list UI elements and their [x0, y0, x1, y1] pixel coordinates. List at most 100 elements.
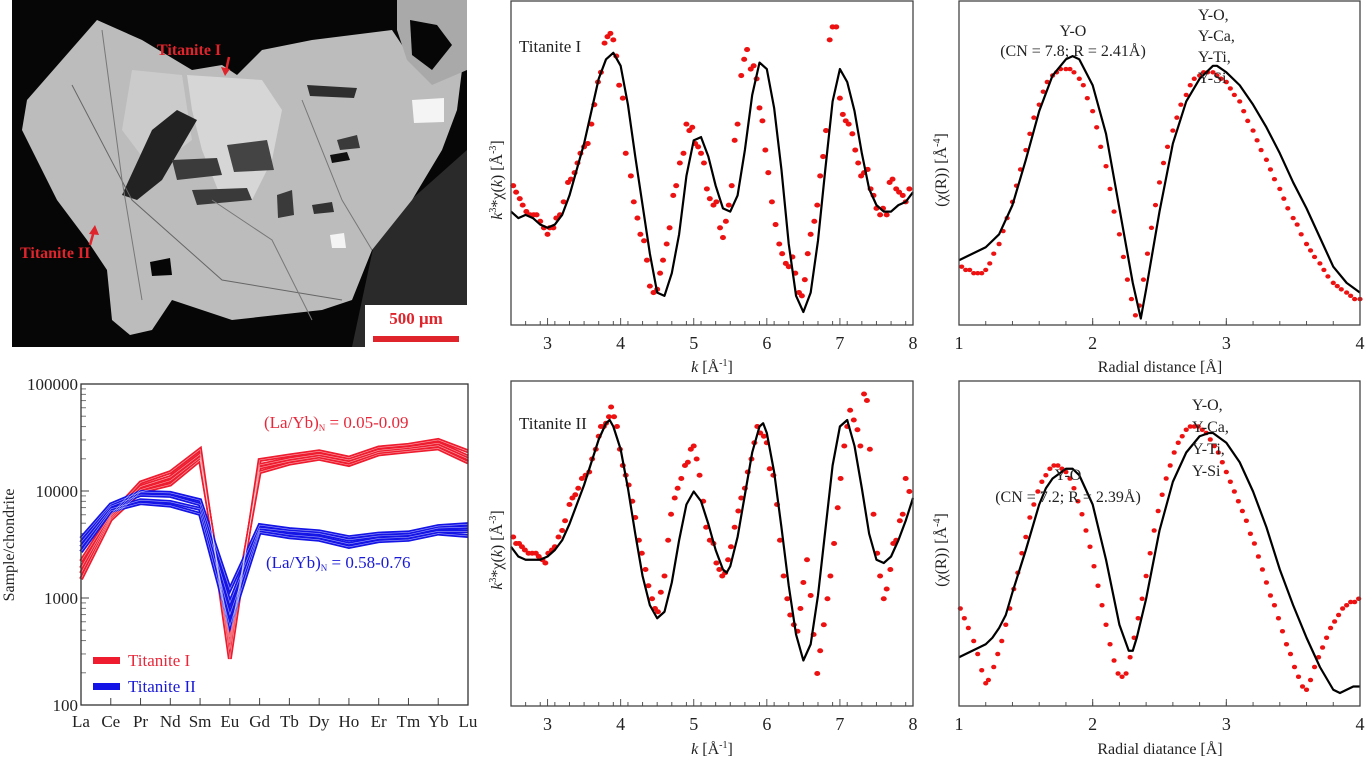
data-point: [975, 270, 981, 276]
ree-series-line: [79, 441, 469, 650]
data-point: [1183, 92, 1189, 98]
data-point: [766, 466, 773, 472]
ree-y-tick-label: 100: [53, 696, 79, 715]
data-point: [1143, 573, 1149, 579]
data-point: [1160, 160, 1167, 166]
data-point: [1199, 427, 1205, 432]
data-point: [870, 511, 877, 517]
data-point: [1295, 674, 1302, 679]
ree-series-line: [79, 437, 469, 660]
data-point: [1148, 225, 1155, 231]
data-point: [1067, 476, 1073, 481]
scale-bar-label: 500 μm: [389, 309, 443, 328]
data-point: [814, 202, 821, 208]
data-point: [1336, 612, 1342, 618]
data-point: [1237, 99, 1243, 104]
data-point: [1291, 664, 1298, 670]
data-point: [676, 160, 683, 166]
data-point: [1344, 603, 1350, 608]
r1-y-axis-label: (χ(R)) [Å-4]: [932, 133, 950, 207]
data-point: [967, 267, 973, 273]
data-point: [680, 150, 687, 156]
data-point: [804, 251, 811, 257]
photo-label-titanite-2: Titanite II: [20, 245, 91, 262]
data-point: [1091, 564, 1097, 569]
data-point: [857, 443, 864, 449]
data-point: [1083, 528, 1089, 533]
data-point: [1303, 241, 1310, 247]
data-point: [610, 37, 617, 43]
ree-series-highlight: [80, 502, 469, 627]
scale-bar: 500 μm: [365, 305, 467, 347]
data-point: [566, 501, 573, 508]
fit-line: [958, 431, 1360, 695]
data-point: [820, 622, 827, 628]
data-point: [836, 95, 843, 101]
data-point: [1031, 115, 1037, 120]
data-point: [902, 475, 909, 482]
data-point: [1325, 274, 1331, 279]
ree-series-highlight: [80, 499, 468, 616]
data-point: [1079, 512, 1085, 517]
data-point: [1119, 674, 1125, 679]
data-point: [542, 560, 549, 566]
data-point: [645, 583, 652, 589]
ree-series-highlight: [80, 442, 469, 650]
ree-x-tick-label: La: [72, 712, 90, 731]
data-point: [670, 192, 677, 198]
k1-x-axis-label: k [Å-1]: [691, 358, 733, 376]
data-point: [1115, 671, 1121, 676]
ree-y-tick-label: 1000: [44, 589, 78, 608]
data-point: [1319, 645, 1326, 650]
x-tick-label: 8: [909, 714, 918, 734]
data-point: [963, 267, 969, 273]
data-point: [1321, 267, 1327, 273]
data-point: [1152, 202, 1159, 208]
x-tick-label: 4: [616, 714, 625, 734]
data-point: [817, 648, 824, 654]
data-point: [1219, 460, 1225, 465]
data-point: [619, 95, 626, 101]
data-point: [784, 596, 791, 602]
ree-x-tick-label: Ho: [339, 712, 360, 731]
data-point: [706, 537, 713, 543]
data-point: [1094, 125, 1100, 130]
ree-x-tick-label: Dy: [309, 712, 330, 731]
ree-series-highlight: [80, 494, 469, 604]
data-point: [735, 508, 742, 514]
data-point: [837, 475, 844, 482]
data-point: [689, 124, 696, 130]
ree-x-tick-label: Eu: [220, 712, 239, 731]
data-point: [601, 40, 608, 46]
data-point: [523, 209, 530, 215]
data-point: [814, 670, 821, 677]
plot-frame: [958, 380, 1361, 707]
arrow-icon-titanite-2: [88, 225, 99, 246]
data-point: [1019, 551, 1025, 556]
data-point: [1163, 476, 1169, 481]
legend-label-titanite-2: Titanite II: [128, 677, 196, 696]
data-point: [1155, 508, 1161, 514]
legend-swatch-titanite-2: [93, 683, 120, 690]
ree-series-highlight: [80, 491, 469, 591]
data-point: [641, 238, 648, 244]
data-point: [1352, 599, 1358, 605]
data-point: [798, 293, 805, 299]
data-point: [850, 417, 857, 423]
data-point: [839, 111, 846, 117]
x-tick-label: 7: [835, 333, 844, 353]
data-point: [1299, 684, 1306, 689]
data-point: [637, 231, 644, 237]
data-point: [1303, 687, 1310, 692]
data-point: [971, 270, 977, 276]
data-point: [716, 566, 723, 573]
data-point: [731, 524, 738, 530]
data-point: [1147, 551, 1153, 556]
k2-x-axis-label: k [Å-1]: [691, 740, 733, 758]
r1-annotation-second-shell: Y-O, Y-Ca, Y-Ti, Y-Si: [1198, 7, 1235, 87]
data-point: [1170, 128, 1176, 133]
data-point: [759, 118, 766, 124]
data-point: [1307, 677, 1314, 683]
x-tick-label: 5: [689, 714, 698, 734]
data-point: [827, 573, 834, 579]
